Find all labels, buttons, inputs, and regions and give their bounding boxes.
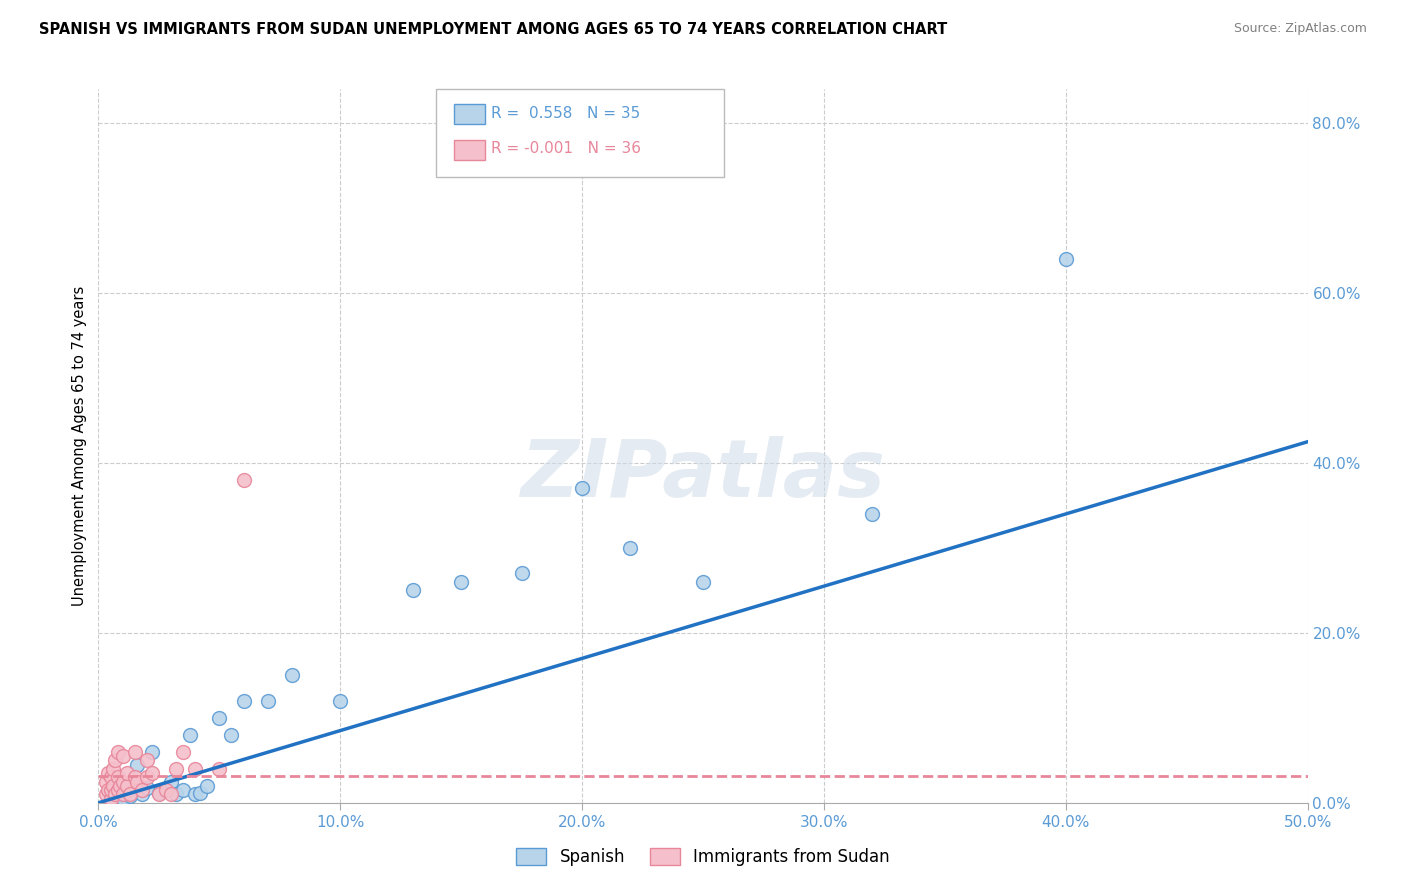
Point [329, 694, 352, 708]
Point [172, 783, 194, 797]
Point [118, 789, 141, 803]
Point [860, 507, 883, 521]
Point [172, 745, 194, 759]
Text: ZIPatlas: ZIPatlas [520, 435, 886, 514]
Point [402, 583, 425, 598]
Point [141, 766, 163, 780]
Text: SPANISH VS IMMIGRANTS FROM SUDAN UNEMPLOYMENT AMONG AGES 65 TO 74 YEARS CORRELAT: SPANISH VS IMMIGRANTS FROM SUDAN UNEMPLO… [39, 22, 948, 37]
Text: Source: ZipAtlas.com: Source: ZipAtlas.com [1233, 22, 1367, 36]
Point [232, 694, 254, 708]
Point [107, 745, 129, 759]
Point [1054, 252, 1077, 266]
Point [208, 711, 231, 725]
Point [135, 780, 157, 795]
Point [155, 783, 177, 797]
Point [165, 762, 187, 776]
Point [124, 779, 146, 793]
Y-axis label: Unemployment Among Ages 65 to 74 years: Unemployment Among Ages 65 to 74 years [72, 285, 87, 607]
Point [94, 787, 117, 801]
Point [97, 783, 120, 797]
Point [111, 791, 134, 805]
Point [148, 787, 170, 801]
Point [195, 779, 218, 793]
Point [184, 762, 207, 776]
Point [510, 566, 533, 581]
Point [108, 779, 131, 793]
Point [232, 473, 254, 487]
Point [135, 770, 157, 784]
Text: R = -0.001   N = 36: R = -0.001 N = 36 [491, 142, 641, 156]
Point [107, 770, 129, 784]
Point [100, 791, 122, 805]
Point [127, 757, 149, 772]
Point [101, 779, 124, 793]
Point [281, 668, 304, 682]
Point [117, 786, 139, 800]
Point [188, 786, 211, 800]
Point [450, 574, 472, 589]
Point [124, 770, 146, 784]
Point [179, 728, 201, 742]
Point [155, 783, 177, 797]
Point [100, 770, 122, 784]
Legend: Spanish, Immigrants from Sudan: Spanish, Immigrants from Sudan [509, 841, 897, 873]
Point [111, 787, 134, 801]
Point [117, 766, 139, 780]
Point [160, 774, 183, 789]
Point [97, 766, 120, 780]
Point [111, 749, 134, 764]
Point [104, 779, 127, 793]
Point [104, 753, 127, 767]
Point [208, 762, 231, 776]
Point [692, 574, 714, 589]
Point [256, 694, 278, 708]
Point [135, 753, 157, 767]
Point [111, 774, 134, 789]
Point [148, 786, 170, 800]
Point [619, 541, 641, 555]
Point [165, 787, 187, 801]
Point [221, 728, 243, 742]
Point [101, 762, 124, 776]
Point [118, 787, 141, 801]
Point [184, 787, 207, 801]
Point [124, 745, 146, 759]
Point [104, 787, 127, 801]
Point [108, 783, 131, 797]
Point [117, 779, 139, 793]
Point [100, 783, 122, 797]
Point [141, 745, 163, 759]
Text: R =  0.558   N = 35: R = 0.558 N = 35 [491, 106, 640, 120]
Point [107, 783, 129, 797]
Point [160, 787, 183, 801]
Point [94, 774, 117, 789]
Point [100, 787, 122, 801]
Point [131, 787, 153, 801]
Point [131, 783, 153, 797]
Point [127, 774, 149, 789]
Point [571, 482, 593, 496]
Point [107, 789, 129, 803]
